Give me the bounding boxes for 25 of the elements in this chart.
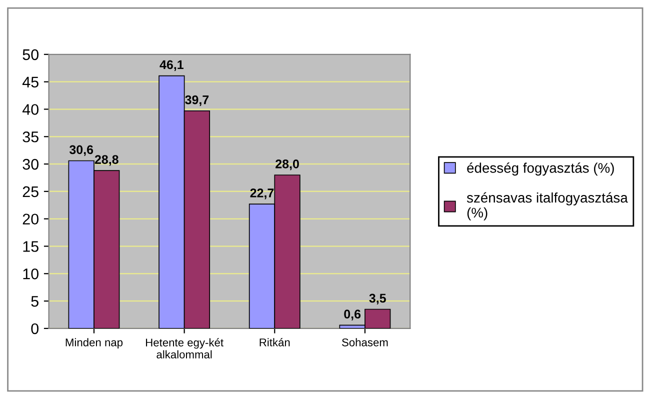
data-label: 46,1 <box>160 60 184 71</box>
y-tick-label: 45 <box>22 76 38 88</box>
y-tick-label: 0 <box>31 323 39 334</box>
data-label: 28,0 <box>276 159 299 170</box>
y-tick-label: 15 <box>23 241 38 252</box>
y-tick-label: 30 <box>22 158 39 170</box>
y-tick-label: 35 <box>22 131 38 142</box>
data-label: 3,5 <box>369 294 386 304</box>
legend-label: édesség fogyasztás (%) <box>467 162 614 176</box>
y-tick-label: 50 <box>22 49 39 60</box>
y-tick-label: 5 <box>31 296 38 307</box>
x-tick-label: Ritkán <box>260 338 290 346</box>
data-label: 30,6 <box>69 145 94 156</box>
legend-label: szénsavas italfogyasztása (%) <box>466 192 628 220</box>
y-tick-label: 20 <box>22 214 39 225</box>
data-label: 0,6 <box>344 310 361 320</box>
x-tick-label: Hetente egy-két alkalommal <box>146 338 224 358</box>
data-label: 22,7 <box>250 188 274 200</box>
x-tick-label: Sohasem <box>342 338 388 346</box>
y-tick-label: 10 <box>23 268 39 280</box>
data-label: 28,8 <box>94 155 118 166</box>
data-label: 39,7 <box>185 95 209 106</box>
x-tick-label: Minden nap <box>66 338 123 349</box>
y-tick-label: 40 <box>22 104 39 115</box>
y-tick-label: 25 <box>22 186 38 198</box>
